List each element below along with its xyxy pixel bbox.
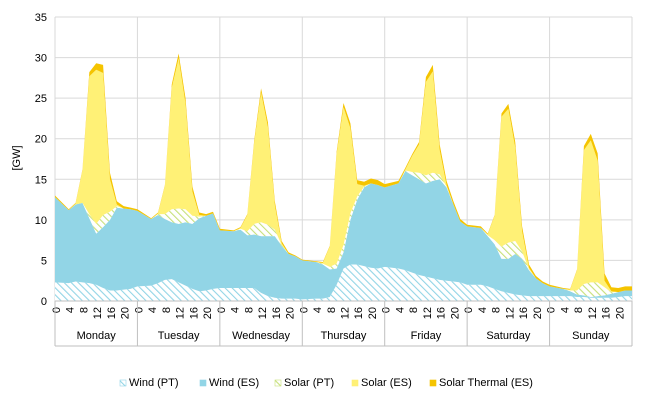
hour-tick-label: 8 [573, 307, 585, 313]
day-label: Friday [411, 330, 442, 342]
hour-tick-label: 0 [133, 307, 145, 313]
hour-tick-label: 4 [394, 307, 406, 313]
hour-tick-label: 16 [271, 307, 283, 319]
hour-tick-label: 12 [175, 307, 187, 319]
day-label: Saturday [486, 330, 531, 342]
hour-tick-label: 20 [285, 307, 297, 319]
hour-tick-label: 16 [436, 307, 448, 319]
hour-tick-label: 12 [92, 307, 104, 319]
hour-tick-label: 0 [216, 307, 228, 313]
hour-tick-label: 4 [559, 307, 571, 313]
hour-tick-label: 8 [78, 307, 90, 313]
hour-tick-label: 0 [51, 307, 63, 313]
y-tick-label: 5 [41, 255, 47, 267]
hour-tick-label: 20 [202, 307, 214, 319]
day-label: Wednesday [232, 330, 290, 342]
legend: Wind (PT) Wind (ES) Solar (PT) Solar (ES) So… [119, 377, 533, 389]
hour-tick-label: 16 [188, 307, 200, 319]
y-axis-title: [GW] [11, 145, 23, 170]
day-label: Thursday [321, 330, 367, 342]
legend-swatch-solar-pt [274, 379, 282, 387]
hour-tick-label: 8 [243, 307, 255, 313]
hour-tick-label: 8 [326, 307, 338, 313]
hour-tick-label: 16 [106, 307, 118, 319]
hour-tick-label: 0 [298, 307, 310, 313]
day-label: Sunday [572, 330, 610, 342]
area-wind-es [55, 171, 632, 300]
legend-label-wind-pt: Wind (PT) [129, 377, 179, 389]
y-tick-label: 35 [35, 12, 47, 24]
hour-tick-label: 12 [504, 307, 516, 319]
hour-tick-label: 16 [601, 307, 613, 319]
y-tick-label: 0 [41, 296, 47, 308]
hour-tick-label: 4 [312, 307, 324, 313]
hour-tick-label: 8 [161, 307, 173, 313]
hour-tick-label: 0 [381, 307, 393, 313]
hour-tick-label: 8 [491, 307, 503, 313]
legend-label-solar-pt: Solar (PT) [284, 377, 334, 389]
hour-tick-label: 4 [147, 307, 159, 313]
grid-lines [54, 16, 633, 301]
hour-tick-label: 12 [422, 307, 434, 319]
hour-tick-label: 0 [546, 307, 558, 313]
area-wind-pt [55, 264, 632, 301]
area-solar-es [55, 58, 632, 293]
hour-tick-label: 4 [477, 307, 489, 313]
hour-tick-label: 16 [518, 307, 530, 319]
hour-tick-label: 12 [340, 307, 352, 319]
y-tick-label: 25 [35, 93, 47, 105]
hour-tick-label: 16 [353, 307, 365, 319]
legend-label-solar-es: Solar (ES) [361, 377, 412, 389]
hour-tick-label: 20 [367, 307, 379, 319]
hour-tick-label: 20 [120, 307, 132, 319]
legend-swatch-solar-es [351, 379, 359, 387]
day-label: Tuesday [158, 330, 200, 342]
hour-tick-label: 4 [230, 307, 242, 313]
y-tick-label: 10 [35, 215, 47, 227]
hour-tick-label: 4 [65, 307, 77, 313]
legend-label-wind-es: Wind (ES) [209, 377, 259, 389]
hour-tick-label: 0 [463, 307, 475, 313]
y-tick-label: 20 [35, 134, 47, 146]
day-label: Monday [77, 330, 117, 342]
hour-tick-label: 20 [449, 307, 461, 319]
legend-label-solar-thermal-es: Solar Thermal (ES) [439, 377, 533, 389]
legend-swatch-wind-es [199, 379, 207, 387]
y-tick-label: 15 [35, 174, 47, 186]
hour-tick-label: 8 [408, 307, 420, 313]
legend-swatch-solar-thermal-es [429, 379, 437, 387]
area-series [55, 53, 632, 301]
hour-tick-label: 20 [614, 307, 626, 319]
hour-tick-label: 20 [532, 307, 544, 319]
hour-tick-label: 12 [257, 307, 269, 319]
y-tick-label: 30 [35, 53, 47, 65]
hour-tick-label: 12 [587, 307, 599, 319]
legend-swatch-wind-pt [119, 379, 127, 387]
